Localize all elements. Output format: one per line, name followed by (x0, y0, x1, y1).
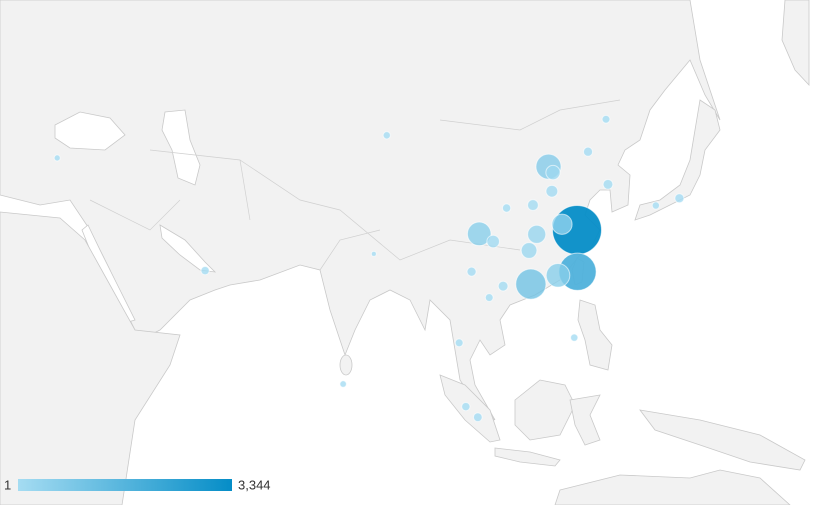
sulawesi (569, 394, 601, 446)
eurasia (0, 0, 721, 421)
bubble (582, 146, 594, 157)
borneo (514, 379, 576, 441)
africa (0, 211, 181, 505)
bubble (570, 333, 579, 342)
bubble (527, 199, 539, 212)
bubble (466, 266, 477, 277)
australia (554, 469, 791, 505)
bubble (527, 224, 547, 244)
alaska (781, 0, 810, 87)
caspian-sea (161, 109, 201, 186)
bubble (200, 265, 210, 276)
bubble (545, 164, 561, 181)
legend-max: 3,344 (238, 477, 271, 492)
bubble (501, 203, 512, 213)
bubble (370, 250, 377, 257)
bubble (382, 131, 391, 140)
bubble (53, 154, 61, 162)
bubble (520, 242, 538, 259)
bubble (545, 184, 559, 198)
bubble (515, 268, 547, 300)
legend-bar (18, 479, 232, 491)
borders (89, 99, 621, 271)
legend-min: 1 (4, 477, 11, 492)
bubble (454, 338, 464, 348)
bubble (601, 114, 611, 124)
bubble (486, 234, 500, 249)
bubble (497, 280, 509, 292)
bubble (339, 380, 347, 388)
bubble (545, 263, 571, 288)
bubble (472, 412, 483, 423)
bubble (674, 193, 685, 204)
bubble (551, 213, 573, 235)
black-sea (54, 111, 126, 151)
sri-lanka (339, 354, 353, 376)
bubble (602, 178, 614, 190)
bubble (466, 221, 492, 247)
bubbles (53, 114, 685, 423)
philippines (577, 299, 613, 371)
bubble (651, 201, 660, 210)
japan (634, 99, 721, 221)
new-guinea (639, 409, 806, 471)
bubble (461, 401, 471, 412)
bubble (484, 293, 494, 302)
java (494, 447, 561, 467)
